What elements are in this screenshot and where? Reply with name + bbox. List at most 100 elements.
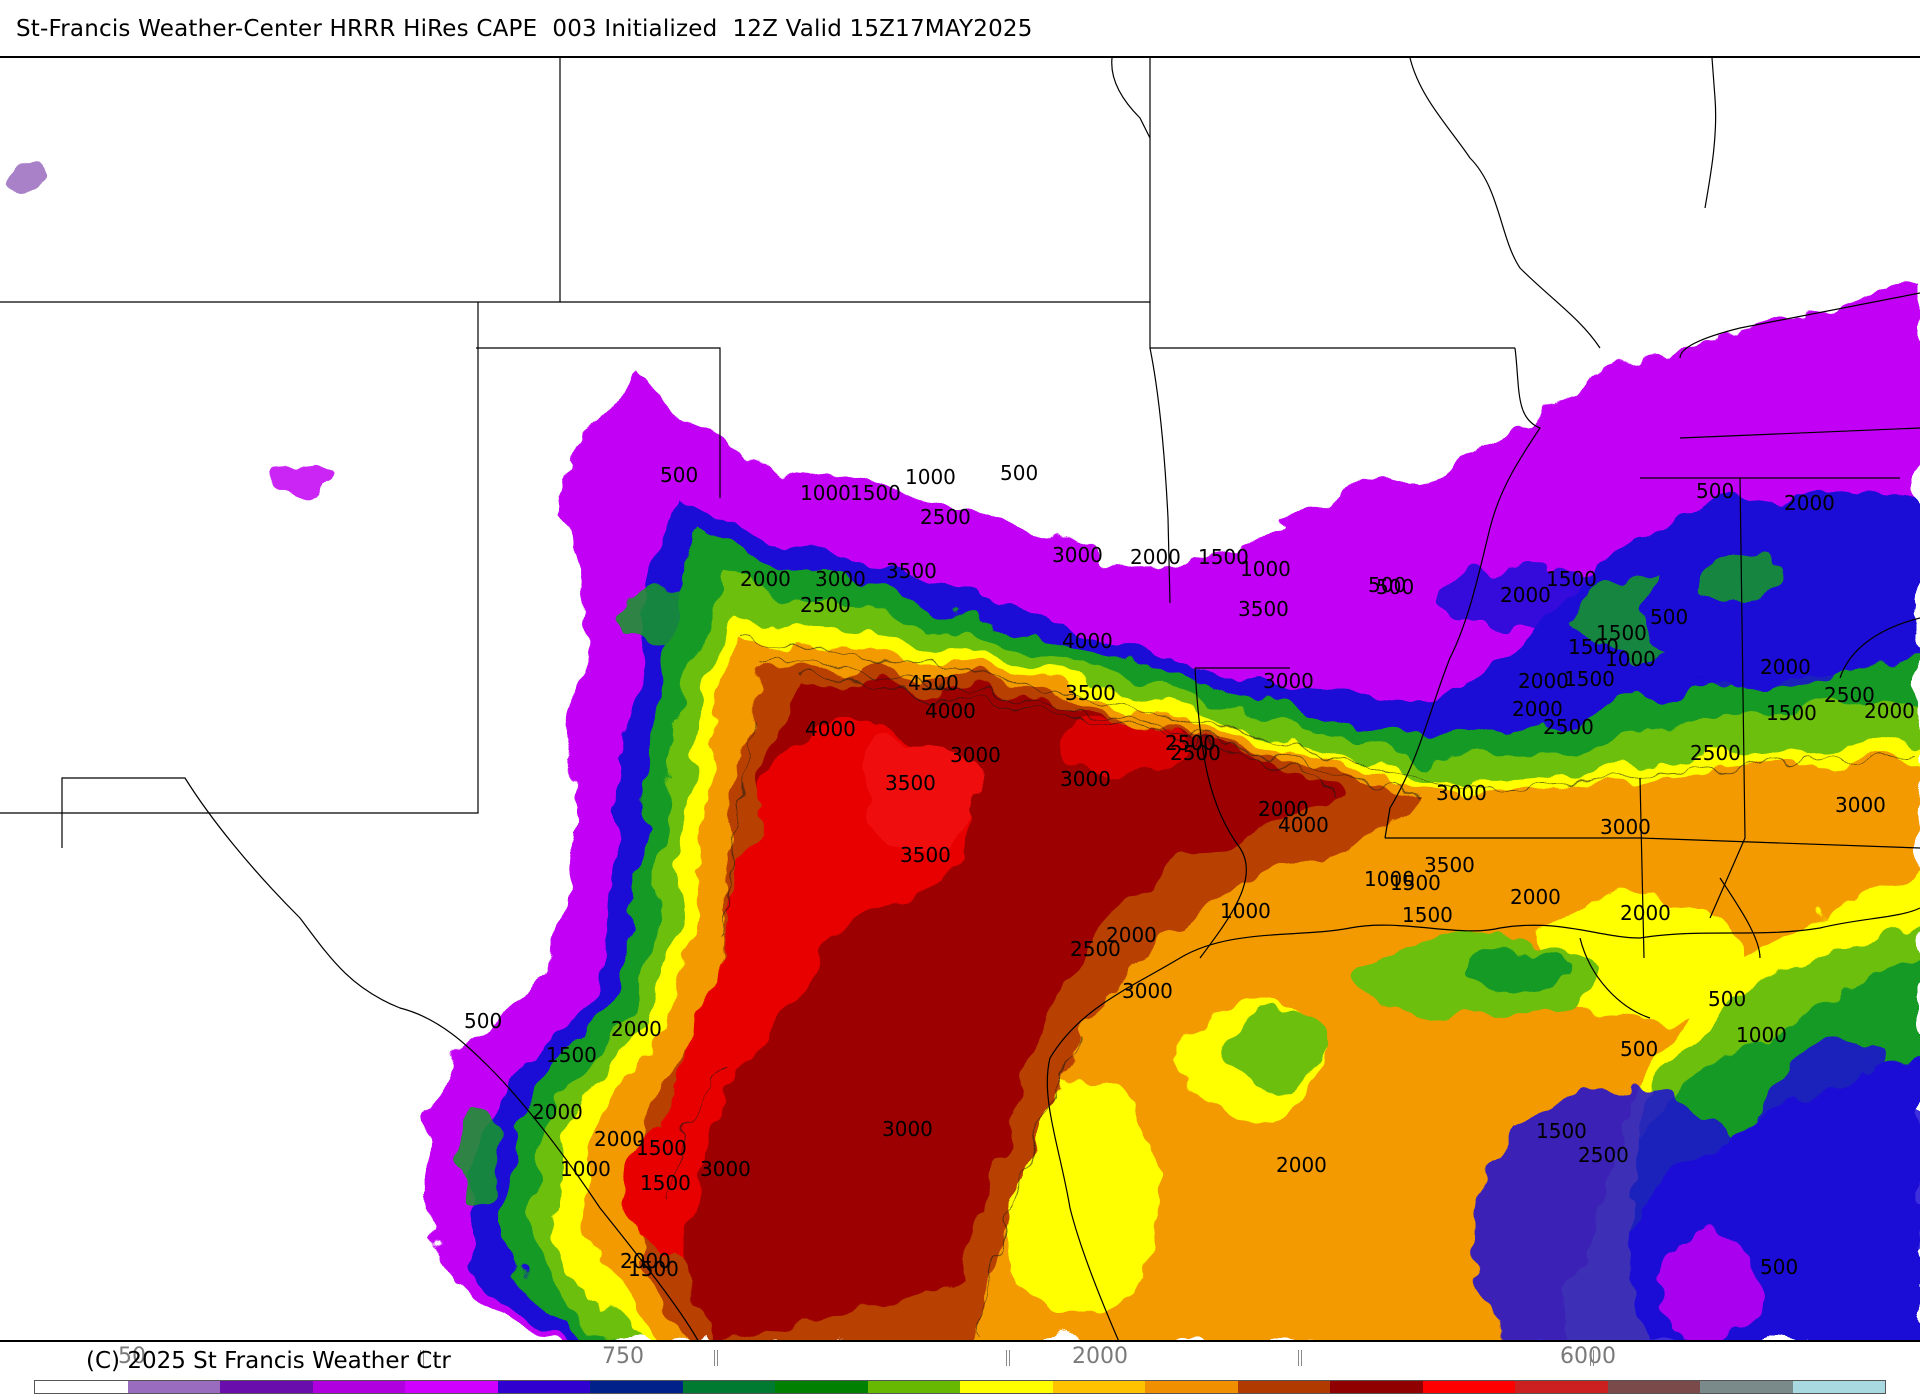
colorbar-swatch	[497, 1381, 590, 1393]
contour-label: 500	[1696, 479, 1734, 503]
colorbar-tick-label: 2000	[1072, 1344, 1128, 1369]
contour-label: 500	[1620, 1037, 1658, 1061]
contour-label: 2500	[1578, 1143, 1629, 1167]
contour-label: 3500	[1238, 597, 1289, 621]
colorbar-swatch	[1700, 1381, 1793, 1393]
contour-label: 1500	[636, 1136, 687, 1160]
contour-label: 1500	[1198, 545, 1249, 569]
cape-speckle	[12, 166, 1920, 1340]
contour-label: 1500	[1402, 903, 1453, 927]
copyright-notice: (C) 2025 St Francis Weather Ctr	[86, 1348, 451, 1374]
colorbar-swatch	[1052, 1381, 1145, 1393]
colorbar-tick-label: 750	[602, 1344, 644, 1369]
colorbar-swatch	[127, 1381, 220, 1393]
contour-label: 4500	[908, 671, 959, 695]
cape-contours	[669, 637, 1920, 1340]
contour-label: 1000	[1605, 647, 1656, 671]
contour-label: 1500	[1596, 621, 1647, 645]
colorbar-tick-mark	[1006, 1350, 1010, 1366]
colorbar-swatch	[312, 1381, 405, 1393]
contour-label: 2500	[1690, 741, 1741, 765]
cape-patch-red-west	[620, 1128, 700, 1248]
contour-label: 2500	[1070, 937, 1121, 961]
contour-label: 2000	[594, 1127, 645, 1151]
contour-label: 3500	[885, 771, 936, 795]
contour-label: 1500	[546, 1043, 597, 1067]
contour-label: 3000	[1436, 781, 1487, 805]
contour-label: 2000	[1760, 655, 1811, 679]
colorbar-swatch	[590, 1381, 683, 1393]
contour-label: 2000	[1258, 797, 1309, 821]
contour-label: 500	[1650, 605, 1688, 629]
contour-label: 2000	[1500, 583, 1551, 607]
contour-label: 2000	[620, 1249, 671, 1273]
contour-label: 3000	[700, 1157, 751, 1181]
colorbar-swatch	[1330, 1381, 1423, 1393]
colorbar-tick-mark	[1298, 1350, 1302, 1366]
contour-label: 4000	[805, 717, 856, 741]
contour-label: 3000	[815, 567, 866, 591]
contour-label: 2000	[1276, 1153, 1327, 1177]
contour-label: 2000	[1510, 885, 1561, 909]
colorbar-swatch	[682, 1381, 775, 1393]
colorbar-swatch	[220, 1381, 313, 1393]
contour-label: 1000	[1240, 557, 1291, 581]
contour-label: 2000	[1512, 697, 1563, 721]
colorbar-swatch	[960, 1381, 1053, 1393]
contour-label: 4000	[1278, 813, 1329, 837]
chart-title: St-Francis Weather-Center HRRR HiRes CAP…	[16, 16, 1033, 42]
contour-label: 1500	[1546, 567, 1597, 591]
contour-label: 1500	[1766, 701, 1817, 725]
contour-label: 1500	[1568, 635, 1619, 659]
contour-label: 1500	[1536, 1119, 1587, 1143]
contour-label: 3500	[886, 559, 937, 583]
contour-label: 500	[1000, 461, 1038, 485]
contour-label: 1000	[1364, 867, 1415, 891]
contour-label: 2000	[1784, 491, 1835, 515]
contour-label: 3000	[1060, 767, 1111, 791]
contour-label: 3000	[1835, 793, 1886, 817]
contour-label: 2500	[1824, 683, 1875, 707]
contour-label: 2000	[740, 567, 791, 591]
contour-label: 2000	[1620, 901, 1671, 925]
colorbar-swatch	[1607, 1381, 1700, 1393]
colorbar-tick-label: 6000	[1560, 1344, 1616, 1369]
colorbar-swatch	[775, 1381, 868, 1393]
contour-label: 2500	[1543, 715, 1594, 739]
contour-label: 3000	[1122, 979, 1173, 1003]
colorbar-swatch	[1792, 1381, 1885, 1393]
colorbar-swatch	[405, 1381, 498, 1393]
cape-map: 500 1000 1500 1000 500 2500 3000 2000 1500 1000 35…	[0, 56, 1920, 1342]
contour-label: 2000	[1106, 923, 1157, 947]
contour-label: 4000	[1062, 629, 1113, 653]
contour-label: 3000	[950, 743, 1001, 767]
contour-label: 500	[1376, 575, 1414, 599]
colorbar-tick-label: 50	[118, 1344, 146, 1369]
colorbar-tick-mark	[714, 1350, 718, 1366]
contour-label: 1500	[640, 1171, 691, 1195]
contour-label: 2000	[532, 1100, 583, 1124]
gulf-coastline	[489, 877, 1920, 1340]
contour-label: 1000	[1220, 899, 1271, 923]
contour-label: 2500	[1165, 731, 1216, 755]
contour-label: 500	[1760, 1255, 1798, 1279]
contour-label: 3000	[1263, 669, 1314, 693]
contour-label: 2500	[1170, 741, 1221, 765]
cape-patch-lightgreen-1	[1220, 1008, 1320, 1088]
colorbar-tick-mark	[420, 1350, 424, 1366]
colorbar-swatch	[867, 1381, 960, 1393]
contour-label: 1000	[905, 465, 956, 489]
contour-label: 500	[464, 1009, 502, 1033]
colorbar	[34, 1380, 1886, 1394]
contour-label: 1000	[800, 481, 851, 505]
colorbar-swatch	[1515, 1381, 1608, 1393]
contour-label: 3000	[1600, 815, 1651, 839]
contour-label: 3500	[1065, 681, 1116, 705]
contour-label: 2000	[1518, 669, 1569, 693]
contour-label: 2000	[611, 1017, 662, 1041]
contour-label: 1000	[560, 1157, 611, 1181]
colorbar-swatch	[1422, 1381, 1515, 1393]
contour-label: 500	[660, 463, 698, 487]
contour-label: 500	[1708, 987, 1746, 1011]
